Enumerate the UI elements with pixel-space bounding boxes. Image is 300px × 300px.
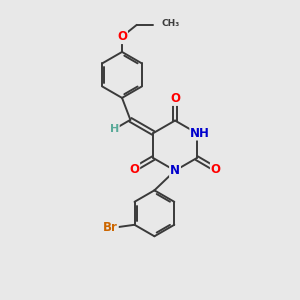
Text: CH₃: CH₃ bbox=[161, 19, 179, 28]
Text: H: H bbox=[110, 124, 119, 134]
Text: Br: Br bbox=[103, 221, 118, 234]
Text: NH: NH bbox=[190, 127, 210, 140]
Text: O: O bbox=[117, 30, 127, 43]
Text: O: O bbox=[129, 163, 139, 176]
Text: O: O bbox=[211, 163, 221, 176]
Text: N: N bbox=[170, 164, 180, 177]
Text: O: O bbox=[170, 92, 180, 105]
